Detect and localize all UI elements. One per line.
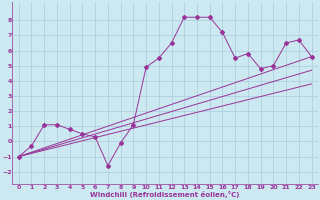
X-axis label: Windchill (Refroidissement éolien,°C): Windchill (Refroidissement éolien,°C) [91, 191, 240, 198]
